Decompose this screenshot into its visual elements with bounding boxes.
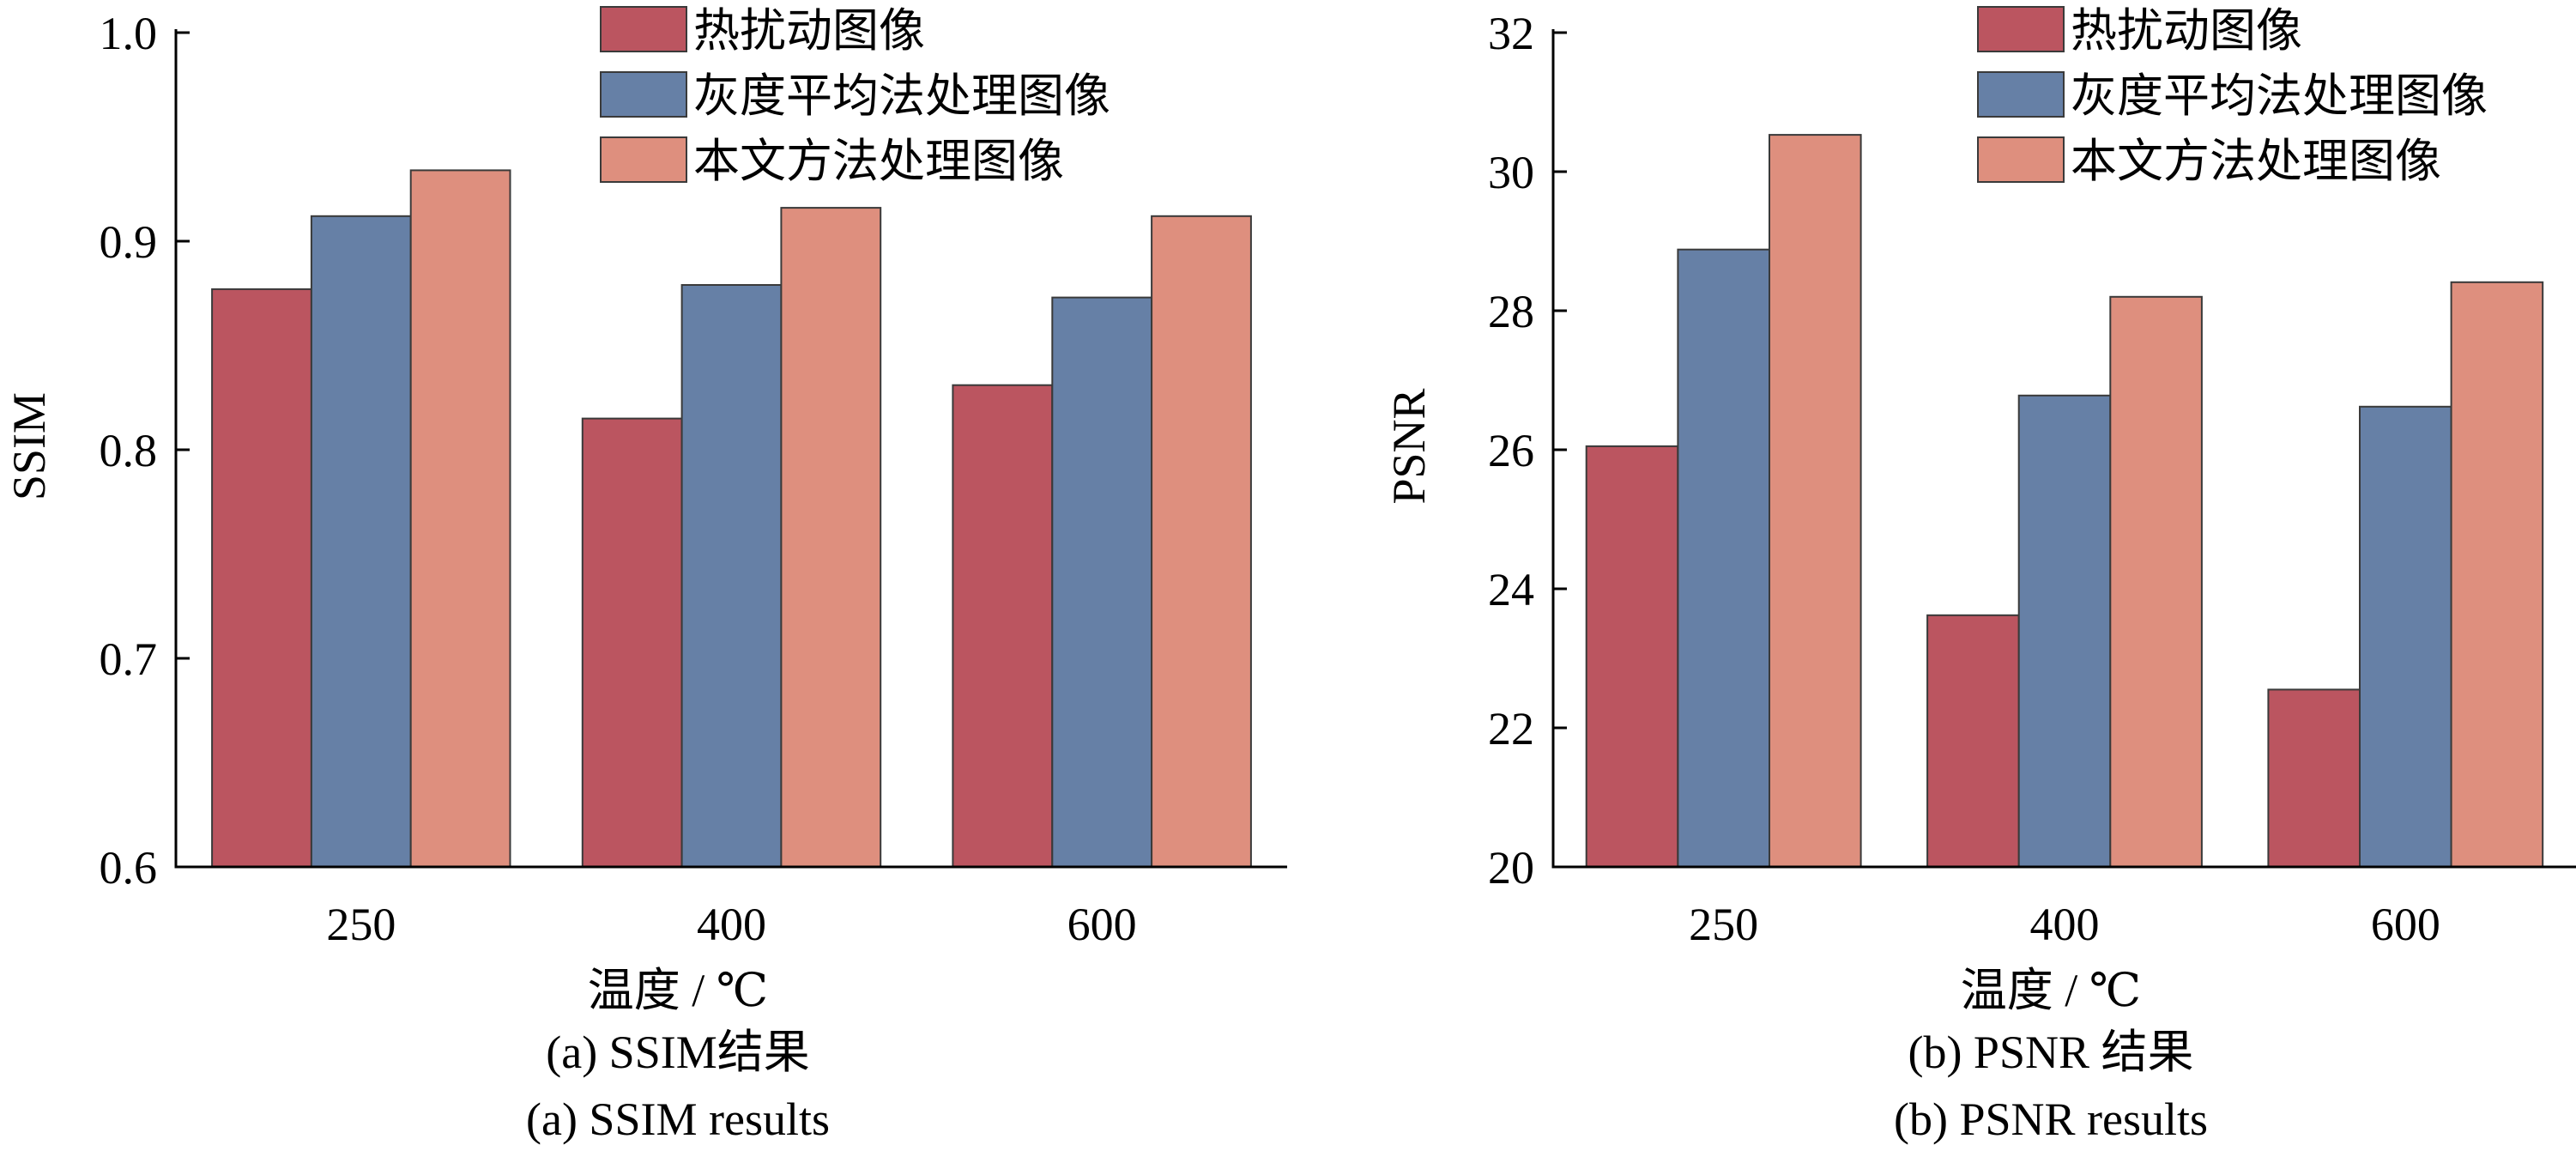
psnr-caption-en: (b) PSNR results bbox=[1894, 1093, 2208, 1145]
ssim-y-tick-label: 0.9 bbox=[100, 216, 158, 268]
ssim-caption-cn: (a) SSIM结果 bbox=[546, 1027, 810, 1078]
ssim-bar-series2-400 bbox=[680, 284, 783, 868]
ssim-y-tick-label: 0.6 bbox=[100, 842, 158, 894]
psnr-x-tick-label: 400 bbox=[2030, 899, 2100, 950]
psnr-bar-series3-400 bbox=[2109, 295, 2203, 868]
ssim-legend-swatch-2 bbox=[600, 71, 687, 118]
psnr-legend-label-2: 灰度平均法处理图像 bbox=[2071, 70, 2488, 122]
psnr-y-axis-label: PSNR bbox=[1383, 388, 1435, 504]
psnr-legend-swatch-2 bbox=[1977, 71, 2065, 118]
psnr-bar-series2-250 bbox=[1677, 248, 1771, 868]
psnr-legend-swatch-3 bbox=[1977, 136, 2065, 183]
ssim-x-axis-label: 温度 / ℃ bbox=[588, 965, 768, 1016]
ssim-bar-series3-400 bbox=[780, 207, 882, 869]
psnr-bar-series1-250 bbox=[1585, 445, 1679, 869]
ssim-bar-series2-250 bbox=[310, 215, 412, 869]
psnr-y-tick-label: 30 bbox=[1488, 147, 1534, 198]
psnr-y-tick-label: 22 bbox=[1488, 703, 1534, 754]
ssim-legend-label-3: 本文方法处理图像 bbox=[693, 136, 1064, 187]
ssim-y-tick-label: 0.8 bbox=[100, 425, 158, 476]
ssim-x-tick-label: 250 bbox=[326, 899, 396, 950]
psnr-y-tick-label: 32 bbox=[1488, 8, 1534, 59]
psnr-y-tick-label: 26 bbox=[1488, 425, 1534, 476]
ssim-bar-series3-250 bbox=[409, 169, 511, 868]
ssim-bar-series1-600 bbox=[952, 384, 1054, 868]
psnr-x-axis-label: 温度 / ℃ bbox=[1961, 965, 2141, 1016]
ssim-caption-en: (a) SSIM results bbox=[526, 1093, 830, 1145]
ssim-y-tick-label: 0.7 bbox=[100, 633, 158, 685]
psnr-bar-series1-600 bbox=[2267, 688, 2361, 869]
ssim-x-tick-label: 600 bbox=[1067, 899, 1137, 950]
psnr-y-tick-label: 28 bbox=[1488, 286, 1534, 337]
psnr-x-tick-label: 250 bbox=[1689, 899, 1758, 950]
psnr-chart: PSNR 温度 / ℃ (b) PSNR 结果 (b) PSNR results… bbox=[1383, 5, 2576, 1145]
psnr-bar-series2-400 bbox=[2017, 394, 2112, 868]
psnr-legend-label-3: 本文方法处理图像 bbox=[2071, 136, 2441, 187]
ssim-x-tick-label: 400 bbox=[697, 899, 766, 950]
psnr-bar-series3-250 bbox=[1769, 134, 1862, 869]
ssim-legend-swatch-3 bbox=[600, 136, 687, 183]
ssim-bar-series2-600 bbox=[1051, 296, 1153, 869]
psnr-y-tick-label: 20 bbox=[1488, 842, 1534, 894]
ssim-bar-series1-400 bbox=[581, 417, 683, 869]
psnr-bar-series2-600 bbox=[2359, 405, 2452, 868]
psnr-caption-cn: (b) PSNR 结果 bbox=[1908, 1027, 2193, 1078]
psnr-y-tick-label: 24 bbox=[1488, 564, 1534, 615]
ssim-y-axis-label: SSIM bbox=[3, 392, 55, 500]
ssim-y-tick-label: 1.0 bbox=[100, 8, 158, 59]
psnr-legend-swatch-1 bbox=[1977, 6, 2065, 52]
psnr-legend-label-1: 热扰动图像 bbox=[2071, 5, 2302, 57]
ssim-bar-series1-250 bbox=[211, 288, 312, 868]
ssim-legend-swatch-1 bbox=[600, 6, 687, 52]
ssim-bar-series3-600 bbox=[1151, 215, 1252, 869]
psnr-x-tick-label: 600 bbox=[2371, 899, 2440, 950]
psnr-bar-series1-400 bbox=[1926, 614, 2020, 868]
ssim-legend-label-1: 热扰动图像 bbox=[693, 5, 925, 57]
ssim-chart: SSIM 温度 / ℃ (a) SSIM结果 (a) SSIM results … bbox=[3, 5, 1287, 1145]
psnr-bar-series3-600 bbox=[2450, 281, 2544, 868]
ssim-legend-label-2: 灰度平均法处理图像 bbox=[693, 70, 1110, 122]
